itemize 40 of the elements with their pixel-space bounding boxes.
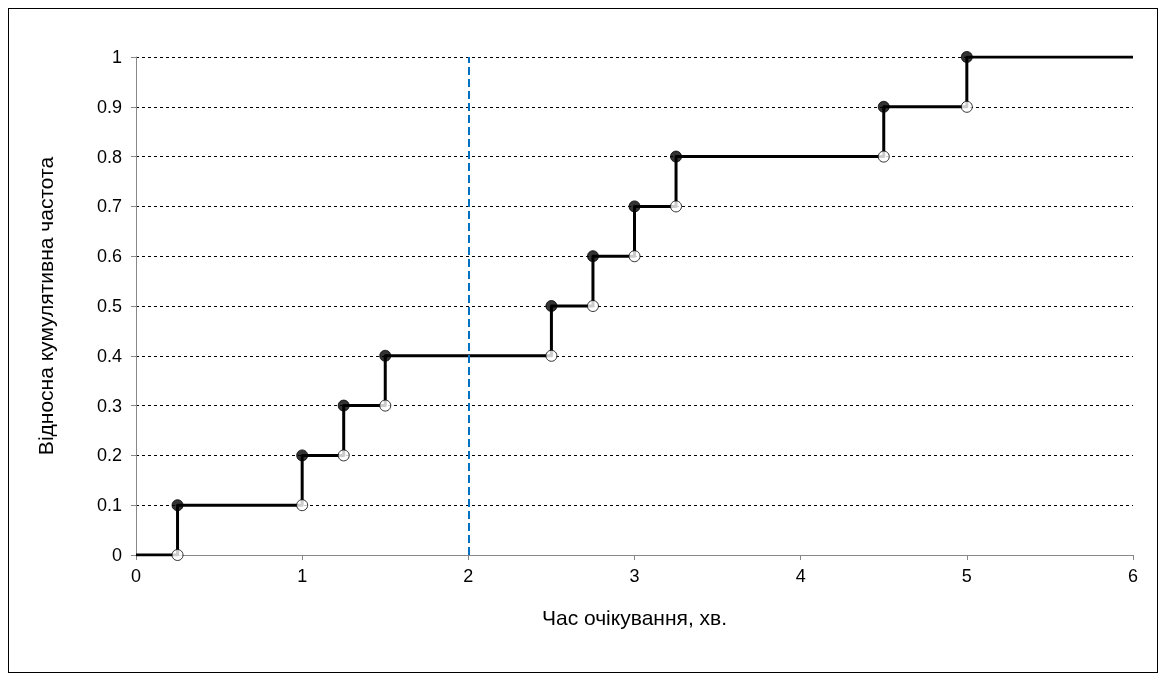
- y-tick-label: 0.5: [96, 296, 122, 316]
- y-tick-label: 1: [111, 47, 122, 67]
- y-tick-label: 0.7: [96, 196, 122, 217]
- point: [545, 300, 558, 312]
- point: [296, 449, 309, 462]
- point: [337, 449, 350, 462]
- point: [337, 399, 350, 412]
- point: [670, 150, 683, 163]
- point: [960, 51, 973, 63]
- x-tick-label: 4: [795, 566, 806, 586]
- y-tick-label: 0.8: [96, 146, 122, 167]
- y-tick-label: 0: [111, 545, 122, 565]
- point: [586, 250, 599, 263]
- y-tick-label: 0.1: [96, 495, 122, 516]
- point: [628, 200, 641, 213]
- x-tick-label: 0: [130, 566, 142, 586]
- x-tick-label: 5: [961, 566, 972, 586]
- point: [171, 549, 184, 561]
- point: [379, 349, 392, 362]
- point: [171, 499, 184, 512]
- y-tick-label: 0.6: [96, 246, 122, 267]
- point: [877, 150, 890, 163]
- point: [670, 200, 683, 213]
- point: [877, 100, 890, 113]
- point: [379, 399, 392, 412]
- x-axis-title: Час очікування, хв.: [541, 606, 728, 629]
- y-tick-label: 0.4: [96, 345, 122, 366]
- y-tick-label: 0.2: [96, 445, 122, 466]
- y-tick-label: 0.3: [96, 395, 122, 416]
- point: [545, 349, 558, 362]
- point: [628, 250, 641, 263]
- x-tick-label: 6: [1127, 566, 1139, 586]
- x-tick-label: 3: [629, 566, 640, 586]
- point: [960, 100, 973, 113]
- y-axis-title: Відносна кумулятивна частота: [34, 156, 57, 456]
- x-tick-label: 1: [297, 566, 308, 586]
- y-tick-label: 0.9: [96, 96, 122, 117]
- point: [296, 499, 309, 512]
- point: [586, 300, 599, 312]
- x-tick-label: 2: [463, 566, 474, 586]
